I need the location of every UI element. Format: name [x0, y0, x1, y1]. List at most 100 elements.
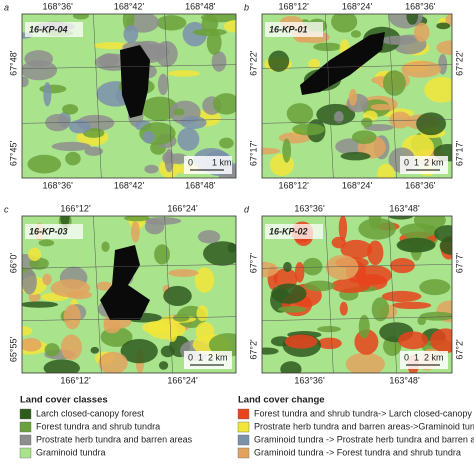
land-patch [348, 88, 358, 106]
tick-label: 163°48' [389, 375, 420, 385]
land-patch [286, 103, 314, 125]
land-patch [195, 321, 215, 342]
tick-label: 67°7' [454, 253, 464, 274]
land-patch [282, 138, 292, 163]
land-patch [313, 42, 342, 52]
land-patch [44, 343, 60, 357]
land-patch [271, 283, 307, 304]
land-patch [389, 111, 411, 129]
tick-label: 67°45' [8, 140, 18, 166]
land-patch [157, 73, 169, 96]
map-frame [261, 13, 453, 179]
scale-label: 1 [414, 352, 419, 362]
land-patch [354, 329, 379, 355]
land-patch [22, 326, 33, 336]
legend-swatch [19, 408, 32, 420]
tick-label: 168°12' [278, 1, 309, 11]
land-patch [331, 278, 371, 294]
legend-title: Land cover change [238, 395, 325, 406]
land-patch [180, 116, 207, 130]
tick-label: 66°0' [8, 253, 18, 274]
land-patch [280, 361, 302, 373]
tick-label: 163°36' [294, 203, 325, 213]
land-patch [338, 216, 348, 241]
panel-letter: d [244, 204, 250, 214]
land-patch [51, 141, 91, 151]
land-patch [123, 25, 139, 44]
land-patch [396, 237, 436, 253]
legend-label: Forest tundra and shrub tundra [36, 421, 160, 431]
tick-label: 163°48' [389, 203, 420, 213]
land-patch [90, 346, 100, 354]
land-patch [93, 42, 131, 50]
legend-swatch [237, 408, 250, 420]
land-patch [430, 328, 452, 353]
graticule [262, 316, 452, 321]
land-patch [120, 338, 158, 364]
graticule [22, 264, 236, 269]
land-patch [262, 261, 279, 278]
tick-label: 168°48' [185, 1, 216, 11]
lake [120, 45, 150, 118]
panel-letter: b [244, 2, 249, 12]
graticule [262, 119, 452, 124]
tick-label: 168°48' [185, 180, 216, 190]
tick-label: 67°22' [248, 50, 258, 76]
land-patch [98, 351, 128, 373]
tick-label: 168°24' [342, 180, 373, 190]
site-label-bg [25, 22, 83, 37]
scale-label: 2 km [424, 352, 444, 362]
land-patch [302, 257, 323, 276]
land-patch [22, 269, 37, 295]
land-patch [42, 273, 52, 286]
land-patch [22, 338, 42, 352]
map [22, 216, 236, 373]
land-patch [131, 221, 140, 243]
land-patch [177, 127, 200, 151]
land-patch [96, 281, 113, 291]
tick-label: 168°42' [114, 1, 145, 11]
land-patch [142, 321, 172, 334]
tick-label: 67°7' [248, 253, 258, 274]
land-patch [351, 130, 377, 145]
legend-label: Graminoid tundra [36, 447, 106, 457]
land-patch [27, 154, 62, 174]
graticule [93, 14, 102, 178]
land-patch [162, 151, 174, 164]
land-patch [283, 261, 292, 273]
land-patch [200, 14, 236, 23]
tick-label: 166°24' [167, 203, 198, 213]
scale-label: 1 [414, 157, 419, 167]
land-patch [22, 60, 58, 81]
land-patch [371, 297, 390, 322]
land-patch [158, 361, 169, 370]
graticule [388, 216, 397, 373]
tick-label: 168°36' [405, 180, 436, 190]
graticule [262, 264, 452, 269]
graticule [22, 119, 236, 124]
tick-label: 168°36' [42, 1, 73, 11]
map [22, 14, 236, 178]
legend-swatch [237, 421, 250, 433]
land-patch [144, 218, 165, 235]
land-patch [63, 304, 81, 330]
legend-swatch [19, 447, 32, 459]
land-patch [331, 14, 358, 33]
land-patch [334, 111, 344, 123]
land-patch [50, 279, 91, 298]
land-patch [317, 337, 342, 350]
land-patch [68, 119, 91, 134]
lake [300, 32, 385, 95]
scale-label: 0 [404, 157, 409, 167]
land-patch [168, 70, 201, 77]
tick-label: 67°17' [454, 140, 464, 166]
land-patch [401, 60, 442, 78]
land-patch [142, 130, 155, 144]
legend-swatch [19, 434, 32, 446]
land-patch [416, 112, 446, 136]
land-patch [197, 230, 221, 244]
legend-label: Graminoid tundra -> Prostrate herb tundr… [254, 434, 474, 444]
panel-letter: a [4, 2, 9, 12]
scale-label: 1 km [212, 157, 232, 167]
land-patch [317, 325, 341, 333]
